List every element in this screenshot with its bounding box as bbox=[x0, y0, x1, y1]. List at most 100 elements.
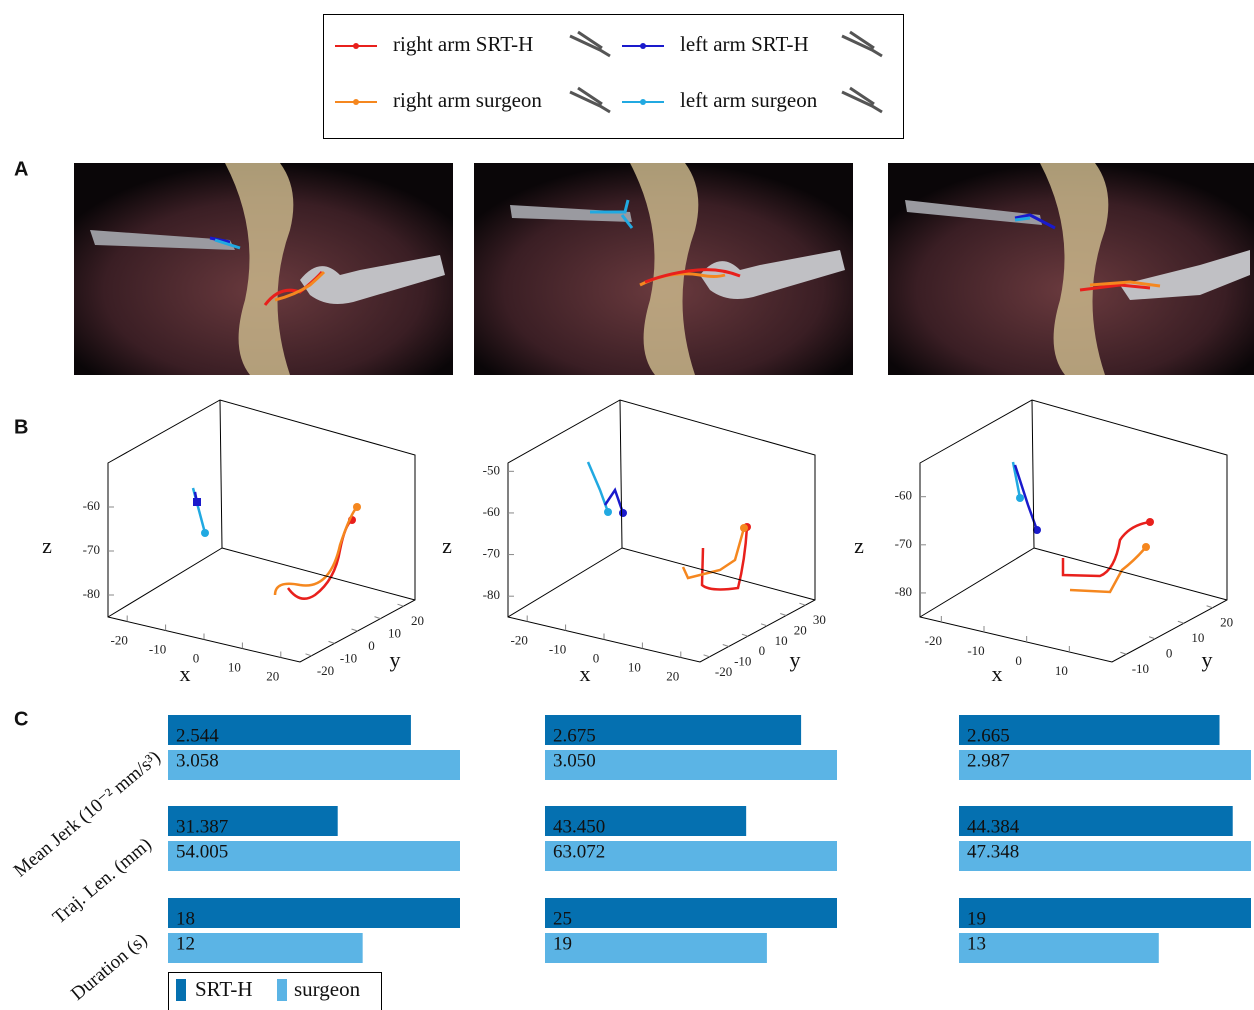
bar bbox=[168, 898, 460, 928]
z-tick-label: -80 bbox=[895, 584, 912, 599]
y-axis-label: y bbox=[1202, 647, 1213, 672]
value-label: 18 bbox=[176, 908, 195, 929]
value-label: 44.384 bbox=[967, 816, 1020, 837]
legend-marker bbox=[353, 43, 359, 49]
panel-label: C bbox=[14, 708, 28, 730]
y-tick-label: 20 bbox=[1220, 615, 1233, 630]
x-tick-label: 20 bbox=[266, 668, 279, 683]
value-label: 12 bbox=[176, 933, 195, 954]
value-label: 2.987 bbox=[967, 750, 1010, 771]
value-label: 2.675 bbox=[553, 725, 596, 746]
value-label: 43.450 bbox=[553, 816, 605, 837]
category-label: Traj. Len. (mm) bbox=[49, 834, 156, 928]
y-axis-label: y bbox=[390, 647, 401, 672]
value-label: 54.005 bbox=[176, 841, 228, 862]
value-label: 31.387 bbox=[176, 816, 228, 837]
y-tick-label: -10 bbox=[1132, 661, 1149, 676]
y-tick-label: 10 bbox=[1191, 630, 1204, 645]
x-tick-label: -10 bbox=[549, 641, 566, 656]
y-tick bbox=[1207, 606, 1213, 608]
y-tick bbox=[1120, 652, 1126, 654]
panel-label: B bbox=[14, 416, 28, 438]
bar bbox=[545, 898, 837, 928]
z-tick-label: -80 bbox=[483, 587, 500, 602]
x-axis-label: x bbox=[580, 661, 591, 686]
category-label: Duration (s) bbox=[67, 929, 151, 1004]
legend-label: surgeon bbox=[294, 977, 361, 1001]
value-label: 47.348 bbox=[967, 841, 1019, 862]
tool-icon bbox=[570, 32, 610, 56]
x-tick-label: -10 bbox=[967, 643, 984, 658]
legend-marker bbox=[640, 43, 646, 49]
y-tick bbox=[799, 603, 805, 605]
x-tick-label: -10 bbox=[149, 641, 166, 656]
z-tick-label: -70 bbox=[83, 542, 100, 557]
y-tick-label: 10 bbox=[388, 626, 401, 641]
bar bbox=[959, 898, 1251, 928]
x-tick-label: -20 bbox=[511, 632, 528, 647]
value-label: 2.665 bbox=[967, 725, 1010, 746]
y-tick-label: 30 bbox=[813, 612, 826, 627]
y-tick bbox=[352, 629, 358, 631]
plot-box bbox=[508, 400, 815, 662]
tool-icon bbox=[570, 88, 610, 112]
y-tick-label: 0 bbox=[368, 638, 375, 653]
y-tick-label: 10 bbox=[775, 633, 788, 648]
y-tick-label: -20 bbox=[317, 663, 334, 678]
y-tick-label: 20 bbox=[794, 622, 807, 637]
z-tick-label: -60 bbox=[83, 498, 100, 513]
value-label: 13 bbox=[967, 933, 986, 954]
x-tick-label: 10 bbox=[1055, 663, 1068, 678]
value-label: 3.050 bbox=[553, 750, 596, 771]
bar bbox=[168, 933, 363, 963]
bar bbox=[959, 933, 1159, 963]
legend-label: right arm surgeon bbox=[393, 88, 542, 112]
x-tick-label: -20 bbox=[925, 633, 942, 648]
z-tick-label: -80 bbox=[83, 586, 100, 601]
y-tick bbox=[742, 634, 748, 636]
panel-label: A bbox=[14, 158, 28, 180]
y-tick bbox=[306, 654, 312, 656]
legend-label: right arm SRT-H bbox=[393, 32, 533, 56]
y-tick bbox=[723, 645, 729, 647]
x-tick-label: 20 bbox=[666, 668, 679, 683]
z-tick-label: -50 bbox=[483, 462, 500, 477]
value-label: 63.072 bbox=[553, 841, 605, 862]
y-tick-label: -20 bbox=[715, 664, 732, 679]
y-tick bbox=[375, 617, 381, 619]
legend-marker bbox=[640, 99, 646, 105]
legend-label: left arm SRT-H bbox=[680, 32, 809, 56]
y-tick-label: -10 bbox=[340, 650, 357, 665]
photo bbox=[474, 163, 853, 375]
figure: A B Cright arm SRT-H left arm SRT-H right ar… bbox=[0, 0, 1254, 1010]
y-tick bbox=[780, 614, 786, 616]
value-label: 19 bbox=[967, 908, 986, 929]
photo bbox=[74, 163, 453, 375]
y-tick-label: 0 bbox=[1166, 646, 1173, 661]
x-tick-label: 10 bbox=[628, 659, 641, 674]
z-axis-label: z bbox=[42, 533, 52, 558]
photos bbox=[74, 163, 1254, 375]
y-tick-label: 0 bbox=[759, 643, 766, 658]
photo bbox=[888, 163, 1254, 375]
y-tick bbox=[761, 624, 767, 626]
z-axis-label: z bbox=[854, 533, 864, 558]
trajectories bbox=[193, 462, 1154, 599]
value-label: 19 bbox=[553, 933, 572, 954]
y-tick bbox=[704, 655, 710, 657]
legend-label: left arm surgeon bbox=[680, 88, 818, 112]
y-tick bbox=[1149, 637, 1155, 639]
x-tick-label: 10 bbox=[228, 659, 241, 674]
y-axis-label: y bbox=[790, 647, 801, 672]
z-tick-label: -70 bbox=[483, 546, 500, 561]
legend-marker bbox=[353, 99, 359, 105]
tool-icon bbox=[842, 32, 882, 56]
value-label: 2.544 bbox=[176, 725, 219, 746]
x-tick-label: 0 bbox=[193, 650, 200, 665]
z-tick-label: -70 bbox=[895, 536, 912, 551]
y-tick-label: -10 bbox=[734, 653, 751, 668]
plot-box bbox=[108, 400, 415, 662]
x-axis-label: x bbox=[992, 661, 1003, 686]
y-tick-label: 20 bbox=[411, 613, 424, 628]
value-label: 25 bbox=[553, 908, 572, 929]
